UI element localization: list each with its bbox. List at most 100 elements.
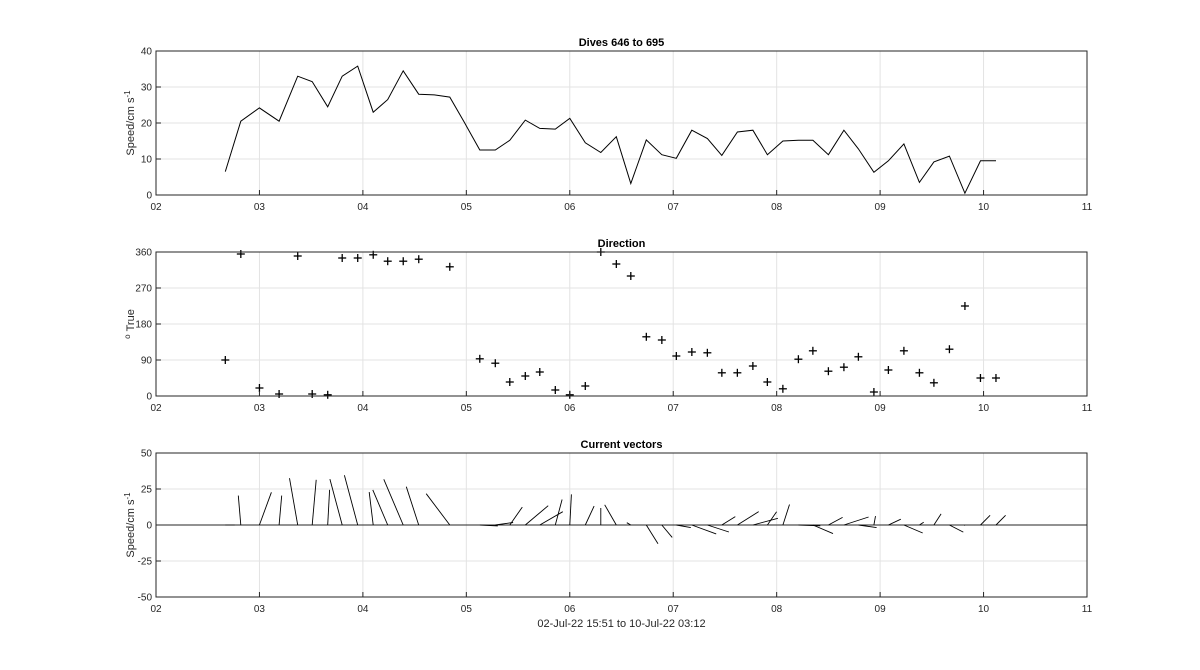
direction-point bbox=[323, 390, 332, 399]
direction-x-tick-label: 05 bbox=[461, 403, 473, 414]
speed-y-tick-label: 30 bbox=[141, 83, 153, 94]
current-vector bbox=[237, 495, 242, 526]
direction-point bbox=[808, 346, 817, 355]
current-vector bbox=[919, 521, 924, 526]
direction-point bbox=[275, 390, 284, 398]
vectors-x-axis-label: 02-Jul-22 15:51 to 10-Jul-22 03:12 bbox=[537, 618, 705, 630]
current-vector bbox=[737, 511, 759, 526]
current-vector bbox=[798, 524, 821, 527]
direction-x-tick-label: 04 bbox=[357, 403, 369, 414]
direction-point bbox=[929, 378, 938, 387]
current-vector bbox=[311, 479, 317, 526]
direction-panel: 02 03 04 05 06 07 08 09 10 11 0 90 180 270 360 Directi… bbox=[123, 238, 1093, 414]
current-vector bbox=[707, 524, 730, 533]
current-vector bbox=[479, 524, 498, 527]
direction-point bbox=[748, 362, 757, 370]
speed-x-tick-label: 05 bbox=[461, 202, 473, 213]
speed-x-tick-label: 08 bbox=[771, 202, 783, 213]
current-vector bbox=[343, 475, 359, 526]
direction-x-tick-label: 03 bbox=[254, 403, 266, 414]
current-vector bbox=[873, 516, 876, 526]
speed-x-tick-label: 09 bbox=[875, 202, 887, 213]
direction-point bbox=[535, 368, 544, 376]
current-vector bbox=[676, 524, 691, 529]
direction-point bbox=[353, 254, 362, 262]
direction-y-tick-label: 270 bbox=[135, 284, 152, 295]
direction-point bbox=[642, 332, 651, 341]
direction-point bbox=[445, 262, 454, 271]
direction-point bbox=[581, 382, 590, 390]
current-vector bbox=[569, 494, 572, 526]
speed-y-axis-label: Speed/cm s-1 bbox=[123, 90, 137, 156]
direction-point bbox=[612, 260, 621, 268]
current-vector bbox=[858, 524, 877, 529]
direction-point bbox=[976, 374, 985, 382]
direction-point bbox=[236, 250, 245, 258]
direction-point bbox=[915, 368, 924, 377]
speed-line bbox=[224, 65, 996, 195]
speed-panel: 02 03 04 05 06 07 08 09 10 11 0 10 20 30 40 Dives 646 … bbox=[123, 37, 1093, 213]
direction-point bbox=[869, 388, 878, 396]
speed-x-tick-label: 04 bbox=[357, 202, 369, 213]
direction-point bbox=[839, 363, 848, 372]
direction-point bbox=[991, 374, 1000, 382]
vectors-panel-title: Current vectors bbox=[581, 439, 663, 451]
direction-y-tick-label: 180 bbox=[135, 320, 152, 331]
speed-y-tick-label: 20 bbox=[141, 119, 153, 130]
direction-point bbox=[899, 346, 908, 355]
direction-point bbox=[505, 378, 514, 386]
vectors-y-axis-label-text: Speed/cm s bbox=[125, 499, 137, 558]
vectors-y-tick-label: 0 bbox=[146, 521, 152, 532]
current-vector bbox=[278, 495, 283, 526]
current-vector bbox=[584, 505, 595, 526]
current-vector bbox=[383, 479, 404, 526]
vectors-x-tick-label: 04 bbox=[357, 604, 369, 615]
direction-point bbox=[703, 348, 712, 357]
direction-y-axis-label: o True bbox=[123, 309, 137, 339]
current-vector bbox=[995, 514, 1006, 526]
direction-point bbox=[945, 345, 954, 354]
current-vector bbox=[509, 506, 523, 526]
current-vector bbox=[782, 504, 790, 526]
speed-x-tick-label: 10 bbox=[978, 202, 990, 213]
vectors-y-tick-label: 25 bbox=[141, 485, 153, 496]
speed-y-axis-label-text: Speed/cm s bbox=[125, 97, 137, 156]
current-vector bbox=[812, 524, 834, 535]
current-vector bbox=[721, 516, 736, 526]
direction-point bbox=[824, 367, 833, 376]
current-vector bbox=[933, 513, 942, 526]
direction-panel-title: Direction bbox=[598, 238, 646, 250]
current-vector bbox=[425, 493, 451, 526]
vectors-x-tick-label: 07 bbox=[668, 604, 680, 615]
direction-point bbox=[475, 354, 484, 363]
current-vector bbox=[539, 511, 564, 526]
speed-x-tick-label: 06 bbox=[564, 202, 576, 213]
vectors-y-axis-label: Speed/cm s-1 bbox=[123, 492, 137, 558]
current-vector bbox=[289, 478, 299, 526]
current-vector bbox=[661, 524, 673, 538]
current-vector bbox=[767, 511, 777, 526]
speed-x-tick-label: 07 bbox=[668, 202, 680, 213]
speed-y-axis-label-exponent: -1 bbox=[123, 90, 132, 98]
current-vector bbox=[372, 489, 389, 526]
direction-point bbox=[521, 372, 530, 380]
vectors-panel: 02 03 04 05 06 07 08 09 10 11 -50 -25 0 25 50 Current … bbox=[123, 439, 1093, 630]
speed-y-tick-label: 40 bbox=[141, 47, 153, 58]
vectors-y-tick-label: 50 bbox=[141, 449, 153, 460]
current-vector bbox=[258, 492, 272, 526]
direction-x-tick-label: 08 bbox=[771, 403, 783, 414]
direction-y-axis-label-text: True bbox=[125, 309, 137, 331]
direction-x-tick-label: 10 bbox=[978, 403, 990, 414]
direction-markers bbox=[221, 248, 1000, 399]
direction-point bbox=[672, 352, 681, 360]
vectors-x-tick-label: 05 bbox=[461, 604, 473, 615]
vectors-x-tick-label: 08 bbox=[771, 604, 783, 615]
direction-y-axis-label-degree: o bbox=[123, 334, 132, 339]
direction-point bbox=[960, 302, 969, 310]
direction-y-tick-label: 90 bbox=[141, 356, 153, 367]
direction-point bbox=[687, 348, 696, 356]
direction-point bbox=[293, 252, 302, 260]
current-vector bbox=[828, 517, 843, 526]
direction-point bbox=[383, 257, 392, 266]
current-vector bbox=[752, 517, 779, 526]
